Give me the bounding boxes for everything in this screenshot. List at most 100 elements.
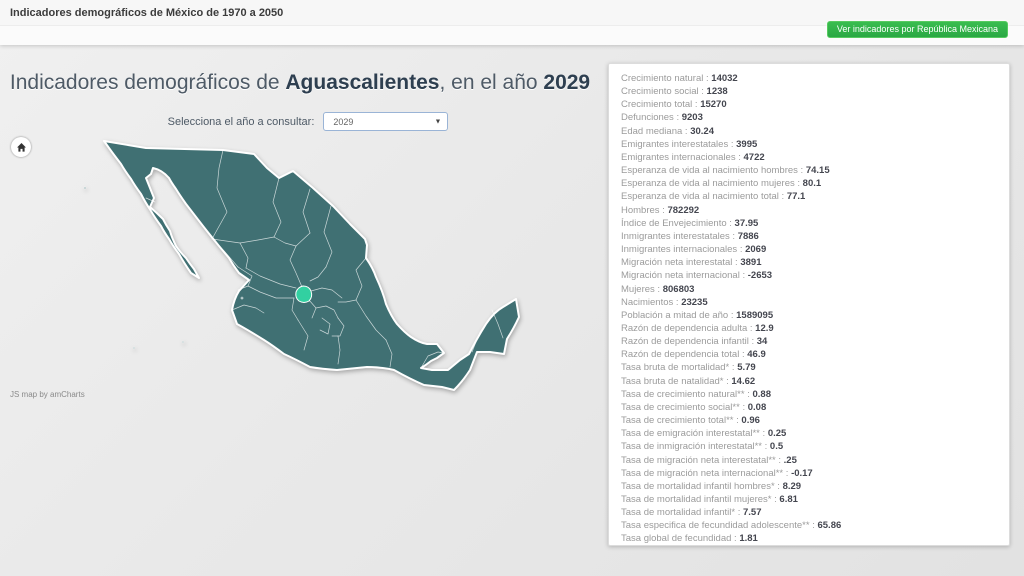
- indicator-label: Tasa de crecimiento social**: [621, 401, 740, 413]
- state-aguascalientes[interactable]: [295, 285, 313, 303]
- indicator-separator: :: [673, 296, 682, 308]
- indicator-value: 1589095: [736, 309, 774, 321]
- indicator-row: Edad mediana : 30.24: [621, 125, 997, 138]
- indicator-separator: :: [698, 86, 707, 98]
- indicator-row: Migración neta interestatal : 3891: [621, 256, 997, 269]
- indicator-row: Tasa bruta de natalidad* : 14.62: [621, 375, 997, 388]
- indicator-row: Esperanza de vida al nacimiento hombres …: [621, 164, 997, 177]
- indicator-value: 1238: [706, 86, 728, 98]
- indicator-separator: :: [723, 375, 732, 387]
- indicator-separator: :: [747, 322, 756, 334]
- state-borders: [145, 149, 504, 369]
- mexico-map[interactable]: [80, 140, 540, 400]
- indicator-row: Tasa de crecimiento natural** : 0.88: [621, 388, 997, 401]
- indicator-row: Esperanza de vida al nacimiento mujeres …: [621, 177, 997, 190]
- indicator-separator: :: [775, 454, 784, 466]
- indicator-value: 0.08: [747, 401, 767, 413]
- indicator-value: 782292: [667, 204, 700, 216]
- year-select-value: 2029: [333, 116, 354, 127]
- indicator-label: Tasa de mortalidad infantil*: [621, 507, 736, 519]
- indicator-label: Mujeres: [621, 283, 655, 295]
- indicator-separator: :: [794, 178, 803, 190]
- indicator-label: Tasa de crecimiento total**: [621, 415, 734, 427]
- page-title-year: 2029: [543, 71, 591, 94]
- indicator-label: Edad mediana: [621, 125, 683, 137]
- indicator-separator: :: [739, 401, 748, 413]
- indicator-value: 12.9: [755, 322, 774, 334]
- indicator-label: Esperanza de vida al nacimiento hombres: [621, 165, 798, 177]
- indicator-value: 14.62: [731, 375, 756, 387]
- indicator-row: Inmigrantes interestatales : 7886: [621, 230, 997, 243]
- indicator-label: Migración neta interestatal: [621, 257, 733, 269]
- indicator-separator: :: [774, 480, 783, 492]
- map-home-button[interactable]: [11, 137, 31, 157]
- indicator-label: Tasa global de fecundidad: [621, 533, 732, 545]
- indicator-separator: :: [692, 99, 701, 111]
- app-title: Indicadores demográficos de México de 19…: [10, 6, 284, 19]
- year-select[interactable]: 2029 ▼: [323, 112, 449, 131]
- mexico-country-shape[interactable]: [103, 140, 520, 391]
- indicator-label: Inmigrantes internacionales: [621, 244, 738, 256]
- indicators-panel: Crecimiento natural : 14032 Crecimiento s…: [608, 63, 1010, 546]
- indicator-row: Nacimientos : 23235: [621, 296, 997, 309]
- indicator-value: 4722: [743, 151, 765, 163]
- indicator-value: 806803: [662, 283, 695, 295]
- indicator-row: Tasa bruta de mortalidad* : 5.79: [621, 361, 997, 374]
- indicator-value: 8.29: [782, 480, 802, 492]
- indicator-separator: :: [737, 244, 746, 256]
- indicator-row: Tasa de migración neta internacional** :…: [621, 467, 997, 480]
- indicator-value: 9203: [681, 112, 703, 124]
- indicator-row: Crecimiento total : 15270: [621, 98, 997, 111]
- indicator-label: Tasa bruta de natalidad*: [621, 375, 724, 387]
- indicator-value: 46.9: [747, 349, 766, 361]
- indicator-separator: :: [739, 270, 748, 282]
- island-dot: [83, 186, 87, 190]
- indicator-separator: :: [728, 138, 737, 150]
- indicator-value: 30.24: [690, 125, 714, 137]
- indicator-value: -2653: [747, 270, 773, 282]
- indicator-label: Crecimiento natural: [621, 73, 704, 84]
- amcharts-attribution[interactable]: JS map by amCharts: [10, 390, 85, 399]
- view-republic-indicators-button[interactable]: Ver indicadores por República Mexicana: [826, 21, 1008, 38]
- indicator-label: Migración neta internacional: [621, 270, 740, 282]
- indicator-label: Razón de dependencia infantil: [621, 336, 749, 348]
- indicator-value: 0.25: [767, 428, 787, 440]
- island-dot: [240, 296, 244, 300]
- indicator-label: Tasa de mortalidad infantil hombres*: [621, 480, 775, 492]
- indicator-value: 7.57: [743, 507, 762, 519]
- indicator-value: 0.96: [741, 415, 760, 427]
- year-selector-label: Selecciona el año a consultar:: [167, 115, 315, 128]
- indicator-row: Crecimiento natural : 14032: [621, 72, 997, 85]
- indicator-label: Tasa de crecimiento natural**: [621, 388, 745, 400]
- indicator-row: Esperanza de vida al nacimiento total : …: [621, 190, 997, 203]
- indicator-value: 0.5: [769, 441, 784, 453]
- indicator-label: Población a mitad de año: [621, 309, 729, 321]
- indicator-label: Inmigrantes interestatales: [621, 230, 730, 242]
- indicator-separator: :: [762, 441, 770, 453]
- indicator-separator: :: [732, 257, 741, 269]
- indicator-value: .25: [783, 454, 797, 466]
- indicator-row: Tasa de mortalidad infantil* : 7.57: [621, 506, 997, 519]
- indicator-value: 14032: [711, 73, 738, 84]
- indicator-label: Emigrantes interestatales: [621, 138, 729, 150]
- indicator-separator: :: [759, 428, 768, 440]
- indicator-row: Tasa de inmigración interestatal** : 0.5: [621, 440, 997, 453]
- indicator-value: 7886: [737, 230, 759, 242]
- indicator-separator: :: [654, 283, 663, 295]
- indicator-row: Emigrantes internacionales : 4722: [621, 151, 997, 164]
- indicator-separator: :: [778, 191, 787, 203]
- page-title: Indicadores demográficos de Aguascalient…: [0, 71, 600, 95]
- indicator-label: Tasa de migración neta internacional**: [621, 467, 784, 479]
- indicator-value: 6.81: [779, 494, 798, 505]
- indicator-separator: :: [729, 230, 738, 242]
- indicator-separator: :: [735, 151, 744, 163]
- indicator-row: Razón de dependencia adulta : 12.9: [621, 322, 997, 335]
- indicator-value: 80.1: [802, 178, 822, 190]
- indicator-label: Tasa bruta de mortalidad*: [621, 362, 730, 374]
- indicator-value: 0.88: [752, 388, 772, 400]
- indicator-row: Tasa de mortalidad infantil mujeres* : 6…: [621, 493, 997, 506]
- indicator-value: 1.81: [739, 533, 758, 545]
- indicator-value: 37.95: [734, 217, 759, 229]
- page-title-middle: , en el año: [439, 71, 544, 94]
- indicator-value: 3995: [736, 138, 758, 150]
